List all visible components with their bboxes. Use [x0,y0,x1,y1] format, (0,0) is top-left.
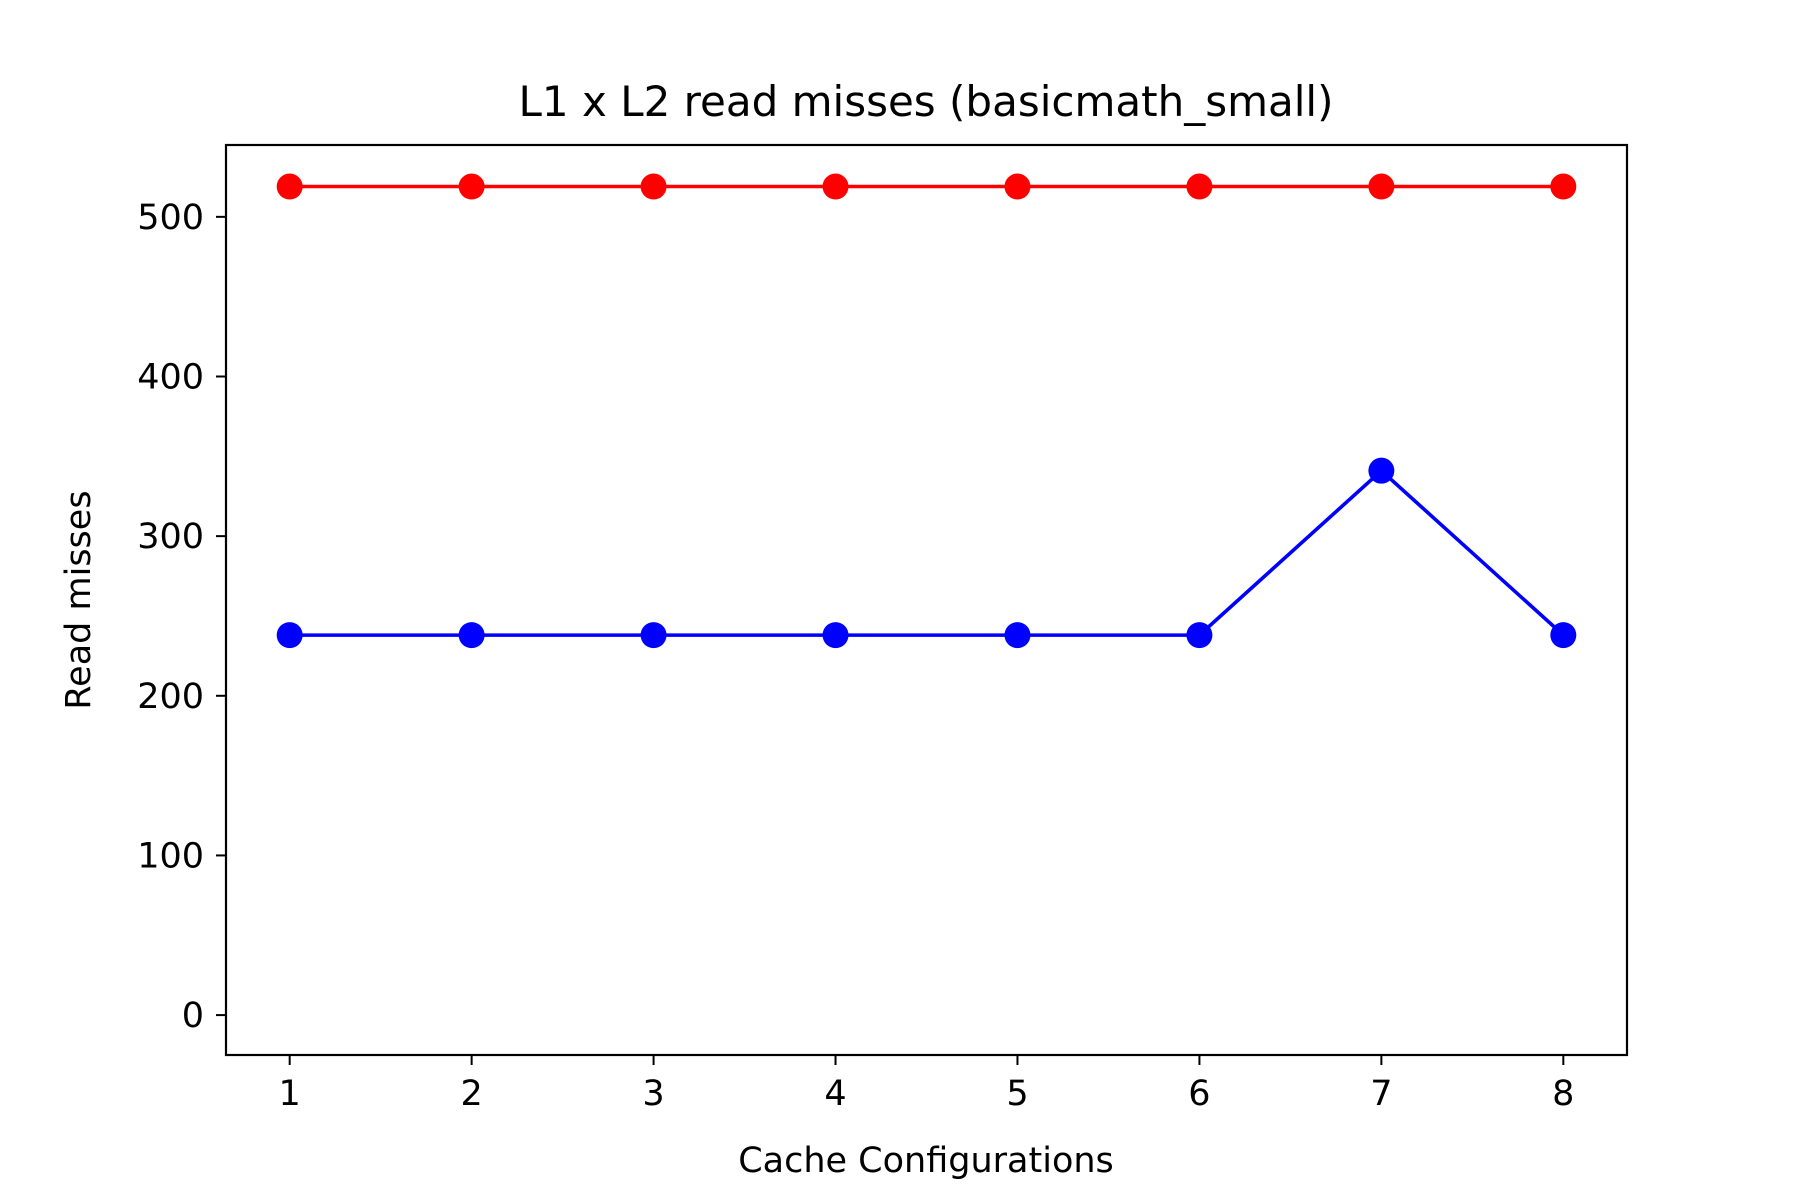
x-tick-label: 7 [1370,1074,1392,1114]
data-point [1004,622,1031,649]
x-tick-label: 8 [1552,1074,1574,1114]
data-point [458,173,485,200]
data-point [822,622,849,649]
data-point [640,173,667,200]
series-line [289,468,1565,637]
y-tick-label: 300 [137,517,204,557]
data-point [1368,457,1395,484]
data-point [276,173,303,200]
x-axis-label: Cache Configurations [738,1141,1114,1181]
series-red [276,173,1577,200]
data-point [1550,622,1577,649]
data-point [640,622,667,649]
x-tick-label: 3 [642,1074,664,1114]
data-point [1004,173,1031,200]
x-tick-label: 5 [1006,1074,1028,1114]
series-blue [276,457,1577,649]
y-tick-label: 400 [137,357,204,397]
chart-title: L1 x L2 read misses (basicmath_small) [519,77,1334,126]
y-tick-label: 100 [137,836,204,876]
ticks-layer: 1 2 3 4 5 6 7 8 0 100 200 300 400 500 [137,198,1574,1114]
y-axis-label: Read misses [59,490,99,709]
data-point [276,622,303,649]
x-tick-label: 6 [1188,1074,1210,1114]
y-tick-label: 0 [182,996,204,1036]
y-tick-label: 200 [137,677,204,717]
data-point [822,173,849,200]
data-point [458,622,485,649]
x-tick-label: 2 [460,1074,482,1114]
y-tick-label: 500 [137,198,204,238]
plot-frame [224,143,1629,1057]
data-point [1186,622,1213,649]
x-tick-label: 4 [824,1074,846,1114]
data-point [1368,173,1395,200]
series-layer [276,173,1577,649]
data-point [1186,173,1213,200]
data-point [1550,173,1577,200]
x-tick-label: 1 [279,1074,301,1114]
